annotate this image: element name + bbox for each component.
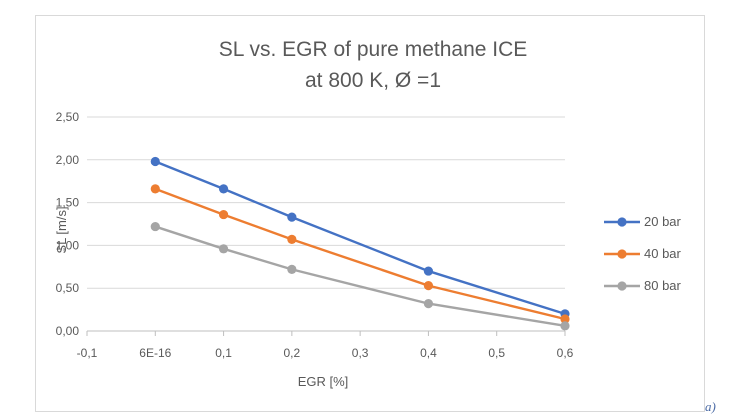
legend: 20 bar 40 bar 80 bar xyxy=(604,214,682,293)
data-point xyxy=(218,209,229,220)
series-line xyxy=(154,187,566,321)
x-tick-label: 0,4 xyxy=(420,346,437,360)
data-point xyxy=(423,266,434,276)
data-point xyxy=(218,184,229,194)
y-axis-tick-labels: 0,00 0,50 1,00 1,50 2,00 2,50 xyxy=(56,110,80,338)
data-point xyxy=(560,321,570,331)
y-tick-label: 0,00 xyxy=(56,324,80,338)
y-tick-label: 1,00 xyxy=(56,238,80,252)
data-point xyxy=(287,212,297,222)
data-point xyxy=(423,299,434,309)
gridlines xyxy=(87,116,565,289)
chart-title-line2: at 800 K, Ø =1 xyxy=(305,69,441,92)
x-tick-label: 0,3 xyxy=(352,346,369,360)
x-tick-label: 0,2 xyxy=(284,346,301,360)
legend-label: 40 bar xyxy=(644,246,682,261)
legend-item: 20 bar xyxy=(604,214,682,229)
legend-label: 20 bar xyxy=(644,214,682,229)
data-point xyxy=(423,281,434,291)
legend-item: 80 bar xyxy=(604,278,682,293)
x-tick-label: -0,1 xyxy=(77,346,98,360)
x-axis-tick-labels: -0,1 6E-16 0,1 0,2 0,3 0,4 0,5 0,6 xyxy=(77,346,574,360)
data-point xyxy=(287,264,297,274)
y-tick-label: 2,00 xyxy=(56,153,80,167)
data-point xyxy=(150,184,160,194)
y-axis-label: SL [m/s] xyxy=(54,206,69,253)
chart-frame xyxy=(35,15,705,412)
x-tick-label: 0,1 xyxy=(215,346,232,360)
legend-swatch-marker xyxy=(617,281,627,291)
data-point xyxy=(560,314,570,324)
series-2 xyxy=(150,221,570,331)
data-point xyxy=(218,244,229,254)
y-tick-label: 1,50 xyxy=(56,196,80,210)
series-layer xyxy=(150,156,570,331)
series-0 xyxy=(150,156,570,319)
x-tick-label: 0,5 xyxy=(488,346,505,360)
chart-title-line1: SL vs. EGR of pure methane ICE xyxy=(219,38,528,61)
y-tick-label: 0,50 xyxy=(56,281,80,295)
data-point xyxy=(150,221,160,232)
legend-item: 40 bar xyxy=(604,246,682,261)
y-tick-label: 2,50 xyxy=(56,110,80,124)
x-tick-label: 0,6 xyxy=(557,346,574,360)
legend-swatch-marker xyxy=(617,249,627,259)
data-point xyxy=(287,234,297,245)
data-point xyxy=(150,156,160,167)
legend-label: 80 bar xyxy=(644,278,682,293)
series-line xyxy=(154,225,566,328)
x-tick-label: 6E-16 xyxy=(139,346,171,360)
x-axis-label: EGR [%] xyxy=(298,374,349,389)
figure-label: a) xyxy=(705,399,716,414)
legend-swatch-marker xyxy=(617,217,627,227)
series-1 xyxy=(150,184,570,324)
x-axis-ticks xyxy=(86,331,566,336)
series-line xyxy=(154,160,566,316)
